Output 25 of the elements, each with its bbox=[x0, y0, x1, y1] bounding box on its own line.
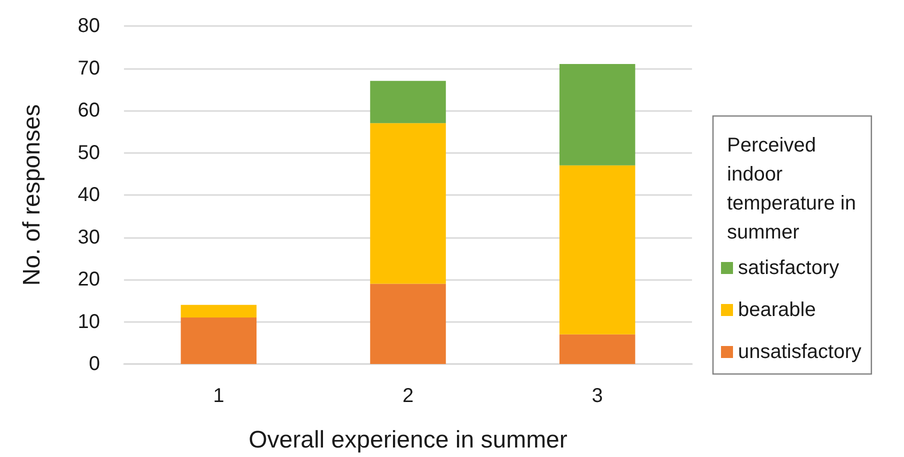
x-axis-title: Overall experience in summer bbox=[248, 426, 568, 454]
y-tick-label: 10 bbox=[78, 310, 100, 333]
legend-label: unsatisfactory bbox=[738, 341, 862, 363]
bar bbox=[559, 64, 636, 166]
bar bbox=[180, 304, 257, 318]
bar bbox=[370, 123, 446, 284]
y-tick-label: 70 bbox=[78, 57, 100, 80]
y-tick-label: 0 bbox=[88, 353, 100, 375]
legend-label: bearable bbox=[738, 299, 816, 321]
y-tick-label: 60 bbox=[78, 100, 100, 122]
bar bbox=[180, 318, 257, 364]
y-tick-label: 50 bbox=[78, 142, 100, 164]
bar bbox=[370, 284, 446, 364]
x-tick-label: 3 bbox=[592, 385, 603, 407]
y-axis-title: No. of responses bbox=[18, 104, 46, 286]
bar bbox=[559, 334, 636, 364]
x-tick-label: 2 bbox=[402, 385, 414, 407]
legend-label: satisfactory bbox=[738, 257, 840, 279]
y-tick-label: 30 bbox=[78, 226, 100, 248]
y-tick-label: 20 bbox=[78, 268, 100, 290]
x-tick-label: 1 bbox=[213, 385, 224, 407]
bar bbox=[370, 80, 446, 124]
bar bbox=[559, 165, 636, 334]
y-tick-label: 40 bbox=[78, 184, 100, 206]
y-tick-label: 80 bbox=[78, 15, 100, 37]
